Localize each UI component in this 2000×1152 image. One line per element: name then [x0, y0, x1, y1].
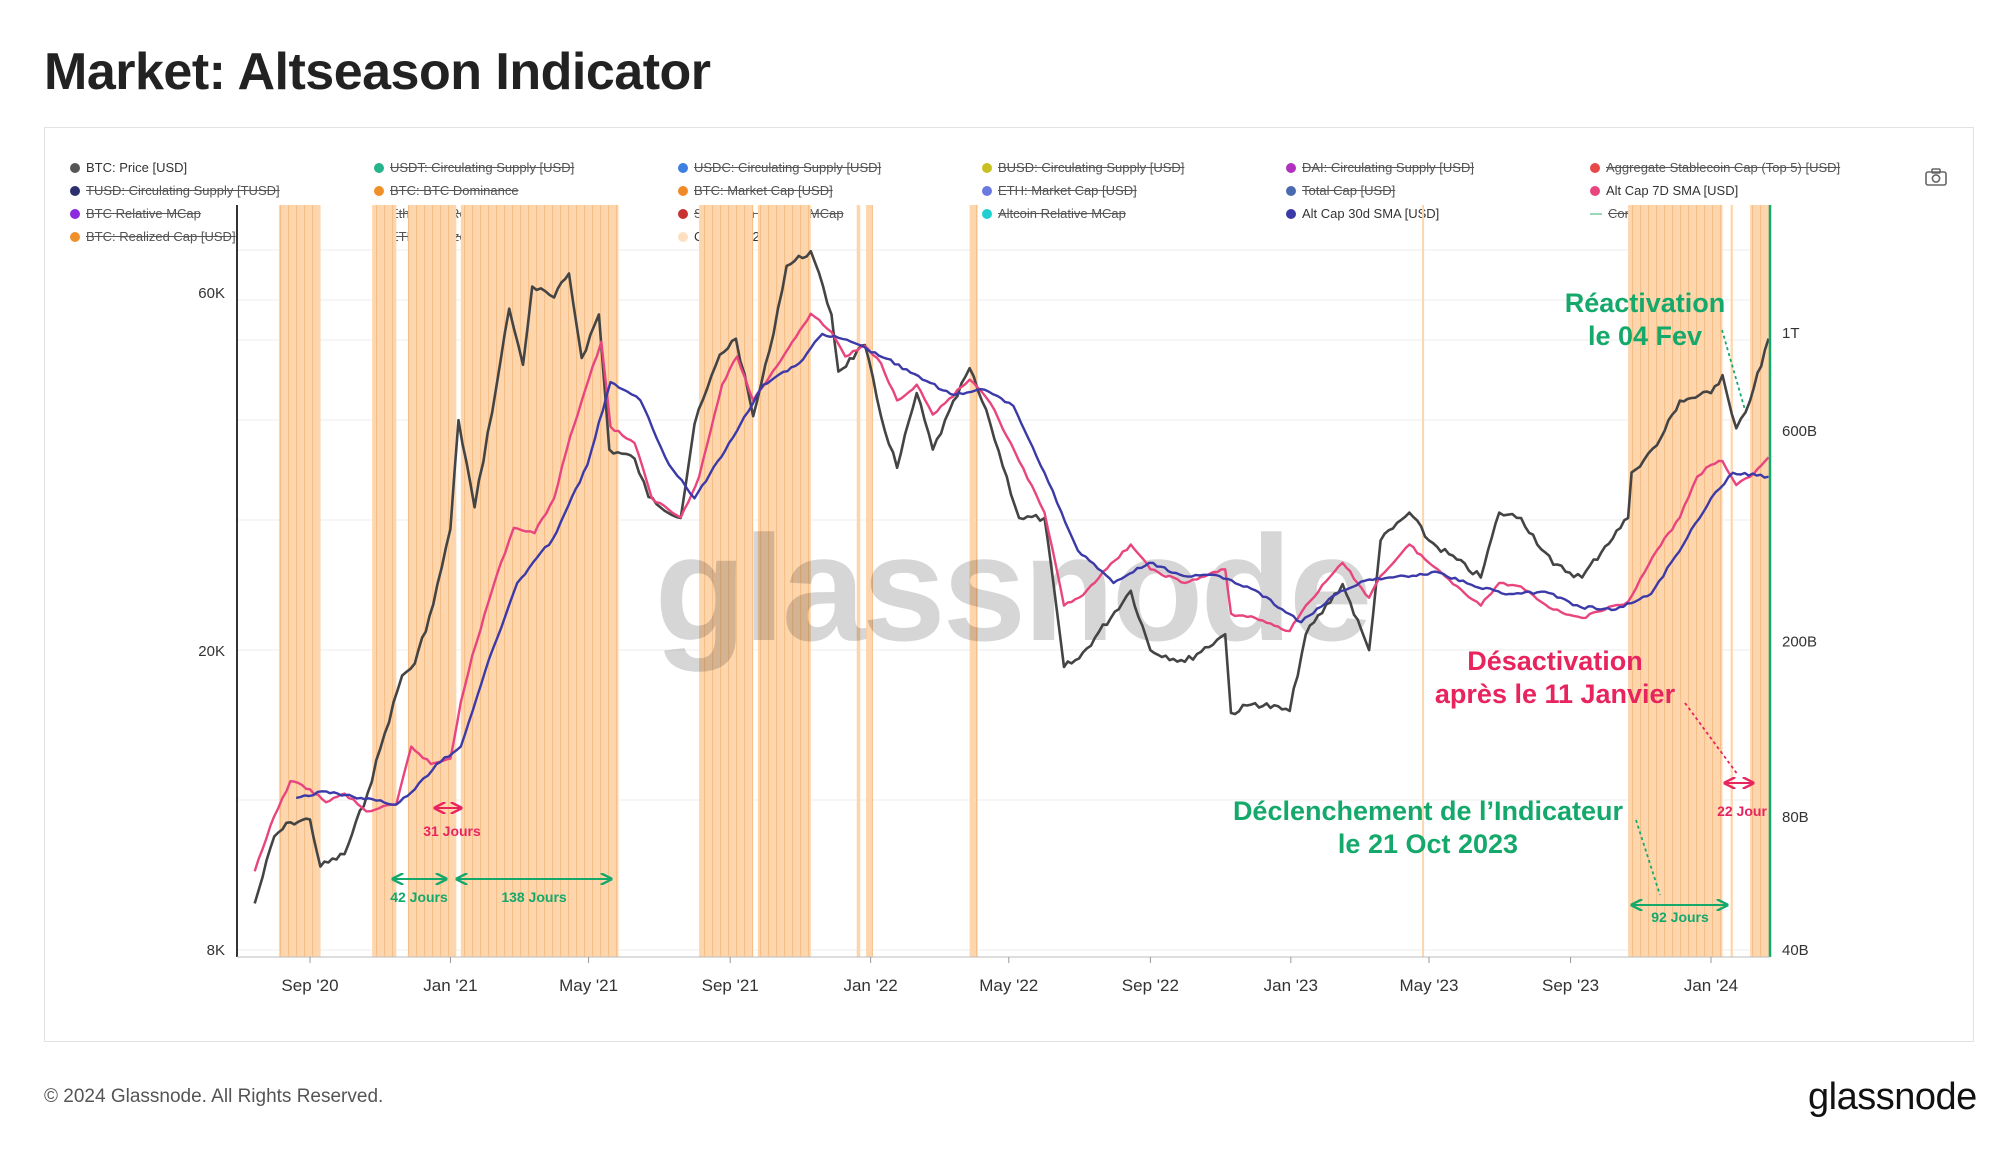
legend-item[interactable]: BTC: Market Cap [USD]	[678, 183, 833, 198]
legend-label: Condition 1	[1608, 206, 1674, 221]
legend-label: TUSD: Circulating Supply [TUSD]	[86, 183, 280, 198]
legend-item[interactable]: ETH: Market Cap [USD]	[982, 183, 1137, 198]
legend-label: BTC: BTC Dominance	[390, 183, 519, 198]
legend-item[interactable]: DAI: Circulating Supply [USD]	[1286, 160, 1474, 175]
legend-item[interactable]: BUSD: Circulating Supply [USD]	[982, 160, 1184, 175]
legend-label: Ethereum Relative MCap	[390, 206, 536, 221]
footer-logo: glassnode	[1808, 1076, 1977, 1118]
legend-label: Alt Cap 7D SMA [USD]	[1606, 183, 1739, 198]
page-title: Market: Altseason Indicator	[44, 43, 711, 101]
legend-item[interactable]: USDT: Circulating Supply [USD]	[374, 160, 574, 175]
legend-swatch-icon	[982, 162, 992, 173]
legend-item[interactable]: ETH: Realized Cap [USD]	[374, 229, 540, 244]
legend-swatch-icon	[374, 231, 384, 242]
legend-item[interactable]: BTC: Realized Cap [USD]	[70, 229, 236, 244]
chart-legend: BTC: Price [USD] USDT: Circulating Supply…	[70, 160, 1910, 260]
legend-swatch-icon	[374, 162, 384, 173]
legend-swatch-icon	[70, 208, 80, 219]
legend-label: Alt Cap 30d SMA [USD]	[1302, 206, 1440, 221]
legend-label: BTC: Market Cap [USD]	[694, 183, 833, 198]
legend-item[interactable]: BTC Relative MCap	[70, 206, 201, 221]
footer-copyright: © 2024 Glassnode. All Rights Reserved.	[44, 1086, 384, 1107]
legend-item[interactable]: Alt Cap 30d SMA [USD]	[1286, 206, 1439, 221]
legend-label: USDC: Circulating Supply [USD]	[694, 160, 882, 175]
legend-label: BTC: Realized Cap [USD]	[86, 229, 236, 244]
legend-swatch-icon	[1286, 162, 1296, 173]
legend-item[interactable]: Condition 2	[678, 229, 760, 244]
legend-swatch-icon	[70, 231, 80, 242]
legend-swatch-icon	[374, 208, 384, 219]
legend-label: BTC Relative MCap	[86, 206, 201, 221]
legend-swatch-icon	[70, 162, 80, 173]
legend-item[interactable]: USDC: Circulating Supply [USD]	[678, 160, 881, 175]
legend-label: BTC: Price [USD]	[86, 160, 188, 175]
legend-swatch-icon	[678, 231, 688, 242]
legend-item[interactable]: TUSD: Circulating Supply [TUSD]	[70, 183, 280, 198]
legend-swatch-icon	[1286, 208, 1296, 219]
legend-swatch-icon	[374, 185, 384, 196]
legend-swatch-icon	[1590, 185, 1600, 196]
legend-label: Condition 2	[694, 229, 760, 244]
legend-label: Stablecoin Relative MCap	[694, 206, 844, 221]
legend-swatch-icon	[1590, 162, 1600, 173]
legend-swatch-icon	[982, 185, 992, 196]
legend-label: Total Cap [USD]	[1302, 183, 1396, 198]
legend-swatch-icon	[678, 162, 688, 173]
legend-swatch-icon	[1590, 212, 1602, 215]
legend-swatch-icon	[678, 208, 688, 219]
legend-item[interactable]: Total Cap [USD]	[1286, 183, 1395, 198]
legend-item[interactable]: Ethereum Relative MCap	[374, 206, 535, 221]
legend-label: ETH: Realized Cap [USD]	[390, 229, 540, 244]
legend-item[interactable]: BTC: BTC Dominance	[374, 183, 519, 198]
chart-frame	[44, 127, 1974, 1042]
legend-item[interactable]: BTC: Price [USD]	[70, 160, 187, 175]
legend-label: USDT: Circulating Supply [USD]	[390, 160, 575, 175]
legend-label: BUSD: Circulating Supply [USD]	[998, 160, 1185, 175]
legend-swatch-icon	[678, 185, 688, 196]
legend-item[interactable]: Alt Cap 7D SMA [USD]	[1590, 183, 1738, 198]
camera-icon[interactable]	[1925, 168, 1947, 186]
legend-label: Altcoin Relative MCap	[998, 206, 1126, 221]
legend-swatch-icon	[70, 185, 80, 196]
legend-label: Aggregate Stablecoin Cap (Top 5) [USD]	[1606, 160, 1841, 175]
legend-item[interactable]: Altcoin Relative MCap	[982, 206, 1126, 221]
legend-item[interactable]: Aggregate Stablecoin Cap (Top 5) [USD]	[1590, 160, 1840, 175]
legend-item[interactable]: Condition 1	[1590, 206, 1674, 221]
legend-swatch-icon	[1286, 185, 1296, 196]
legend-swatch-icon	[982, 208, 992, 219]
legend-label: ETH: Market Cap [USD]	[998, 183, 1137, 198]
legend-item[interactable]: Stablecoin Relative MCap	[678, 206, 844, 221]
legend-label: DAI: Circulating Supply [USD]	[1302, 160, 1474, 175]
